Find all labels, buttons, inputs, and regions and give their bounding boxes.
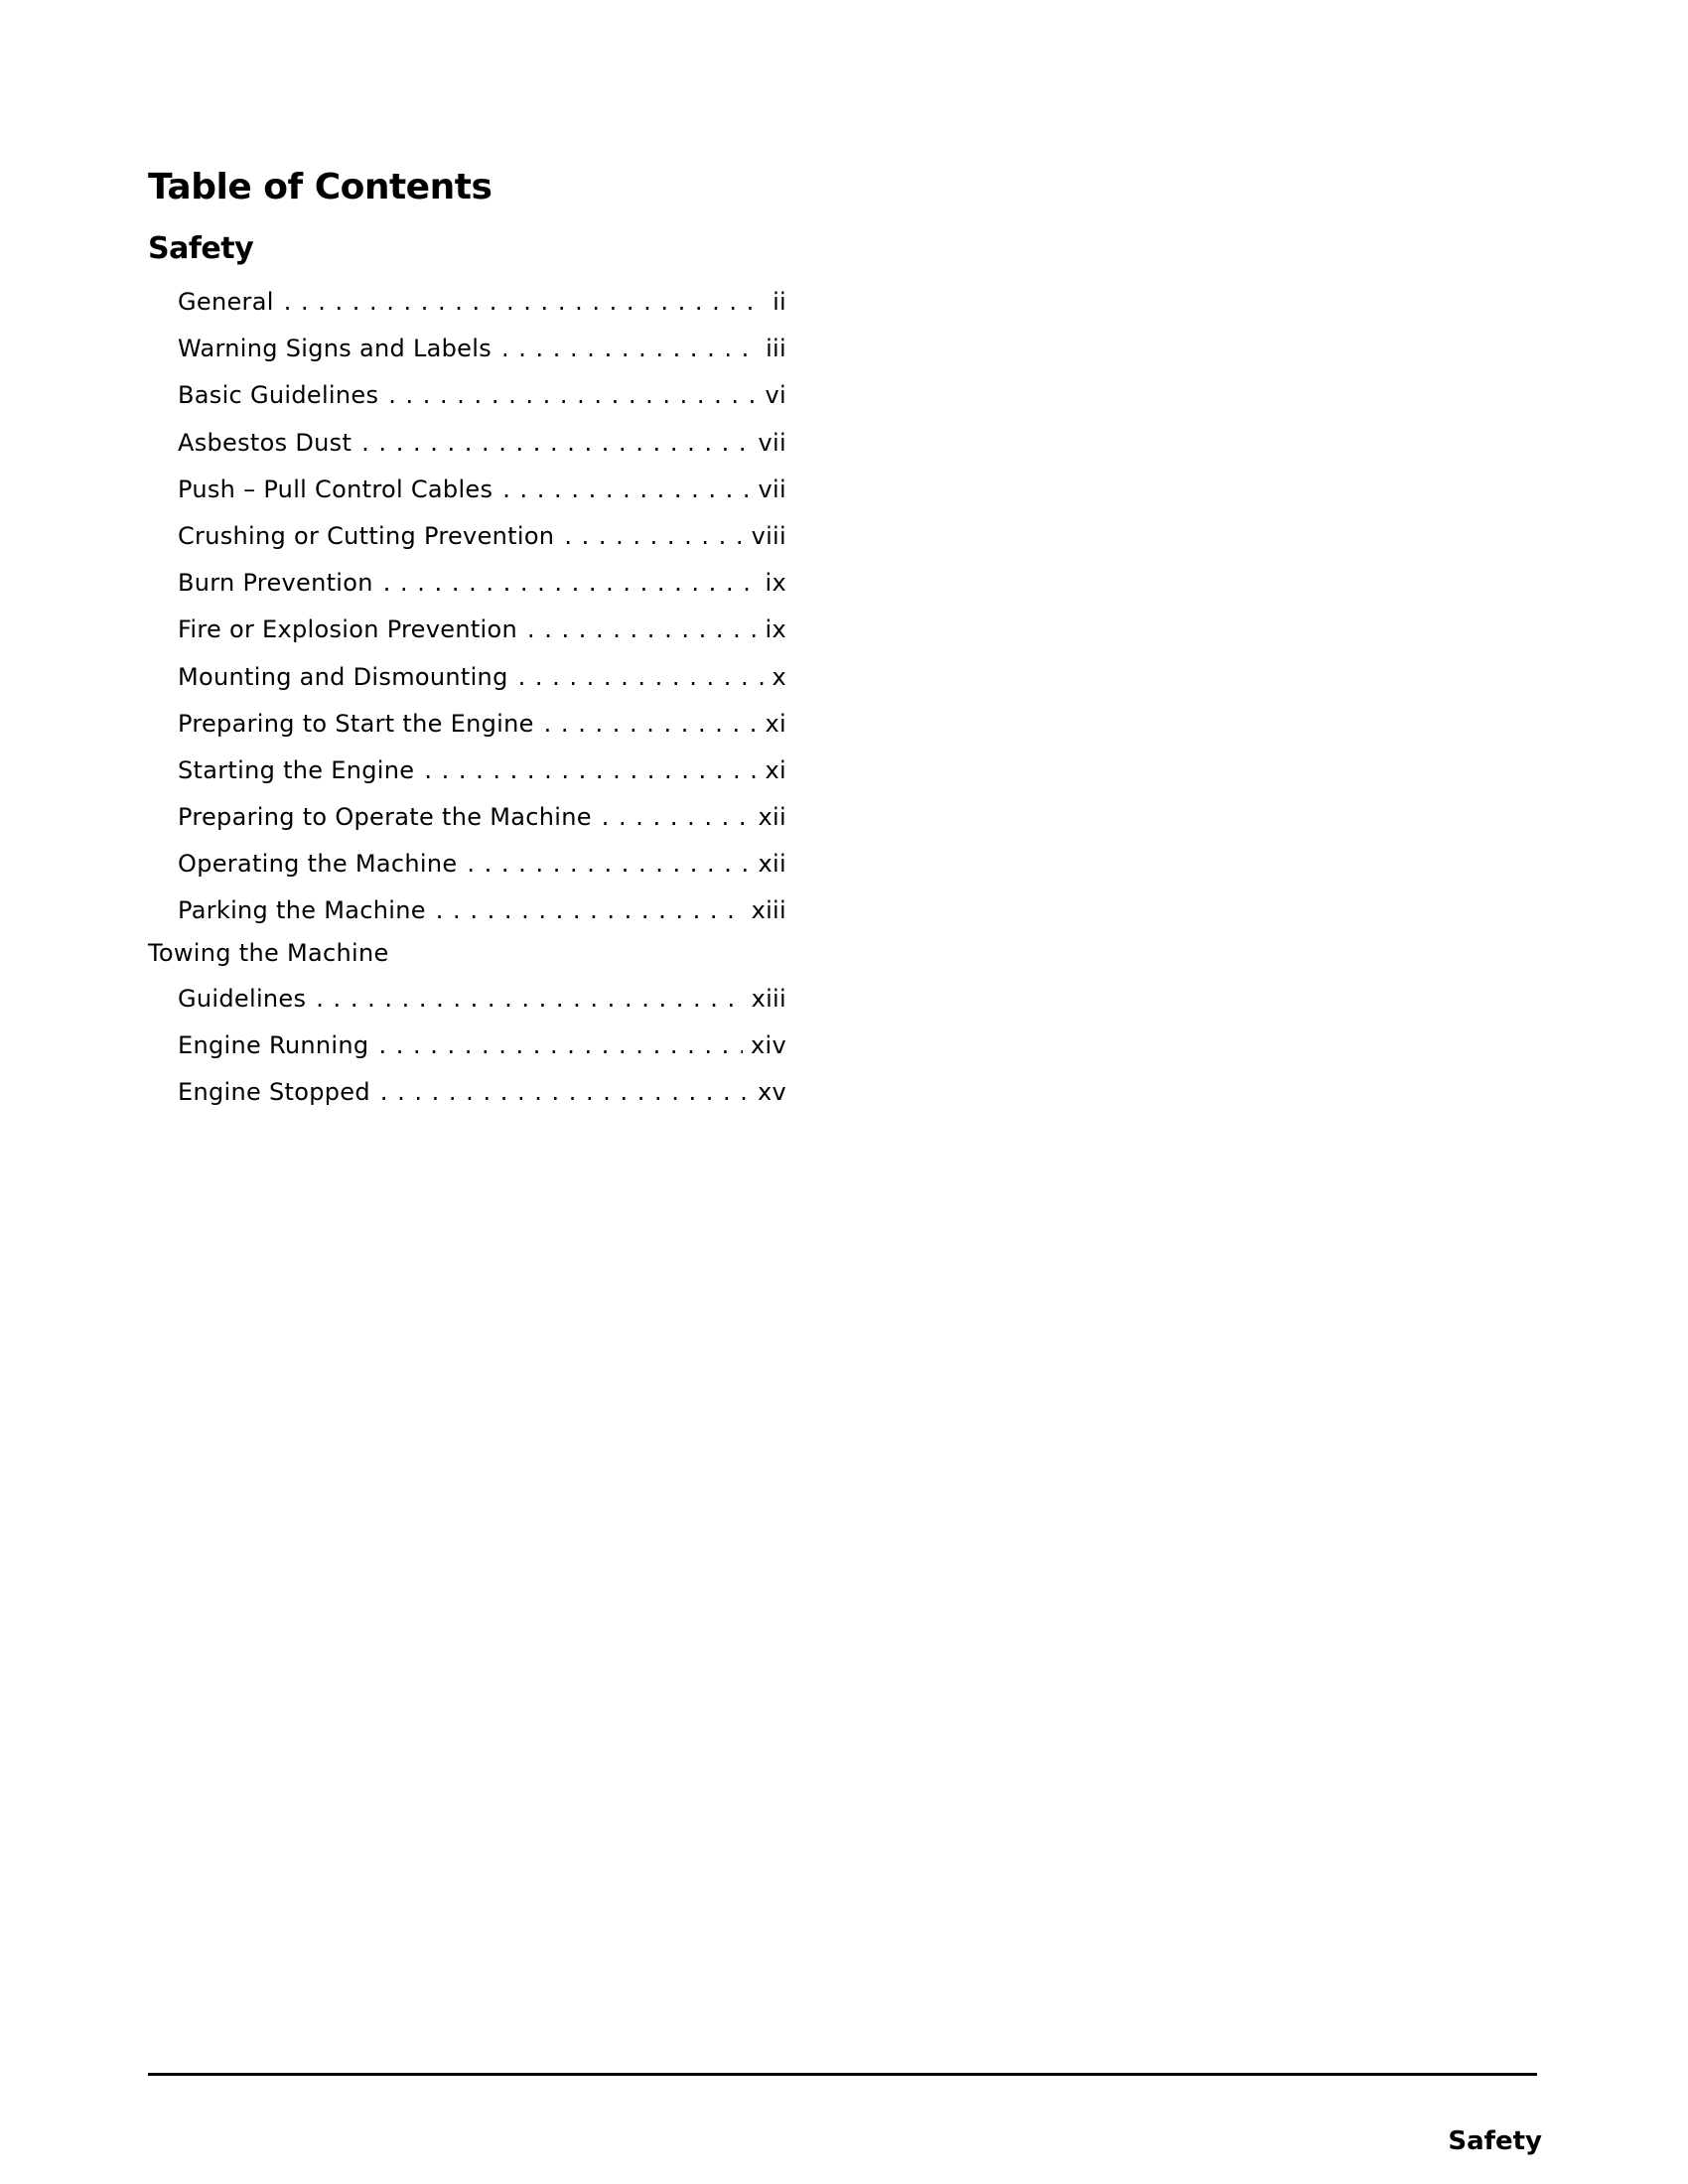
toc-entry[interactable]: Asbestos Dust vii	[178, 429, 786, 476]
toc-entry[interactable]: Guidelines xiii	[178, 985, 786, 1031]
toc-entry[interactable]: Engine Running xiv	[178, 1031, 786, 1078]
dot-leader	[527, 615, 758, 643]
toc-entry-page: iii	[766, 335, 786, 363]
toc-entry-page: xii	[758, 803, 786, 832]
toc-entry-page: xi	[765, 755, 786, 784]
toc-entry[interactable]: Preparing to Operate the Machine xii	[178, 803, 786, 850]
toc-entry-label: Burn Prevention	[178, 569, 373, 598]
dot-leader	[284, 288, 765, 316]
toc-entry-label: Warning Signs and Labels	[178, 335, 492, 363]
dot-leader	[501, 335, 758, 362]
dot-leader	[316, 985, 743, 1013]
toc-entry-label: Fire or Explosion Prevention	[178, 615, 517, 644]
page-title: Table of Contents	[148, 167, 492, 207]
dot-leader	[602, 803, 751, 831]
toc-entry-label: Asbestos Dust	[178, 428, 352, 457]
toc-entry-label: Parking the Machine	[178, 896, 426, 925]
toc-entry[interactable]: Starting the Engine xi	[178, 756, 786, 803]
dot-leader	[518, 663, 765, 691]
dot-leader	[564, 522, 743, 550]
toc-entry-page: ix	[765, 615, 786, 644]
dot-leader	[502, 476, 750, 503]
toc-entry[interactable]: Preparing to Start the Engine xi	[178, 710, 786, 756]
toc-entry-page: ii	[773, 288, 786, 316]
dot-leader	[383, 569, 758, 597]
toc-entry-page: xii	[758, 850, 786, 879]
toc-entry[interactable]: Operating the Machine xii	[178, 850, 786, 896]
toc-entry-label: Guidelines	[178, 985, 307, 1013]
toc-entry-page: vii	[758, 475, 786, 503]
dot-leader	[467, 850, 750, 878]
toc-entry[interactable]: Basic Guidelines vi	[178, 381, 786, 428]
dot-leader	[361, 429, 750, 457]
toc-entry-page: viii	[751, 521, 786, 550]
toc-entry[interactable]: Engine Stopped xv	[178, 1078, 786, 1125]
dot-leader	[388, 381, 757, 409]
toc-entry-label: Preparing to Start the Engine	[178, 709, 534, 738]
dot-leader	[424, 756, 757, 784]
dot-leader	[544, 710, 758, 738]
toc-entry[interactable]: Burn Prevention ix	[178, 569, 786, 615]
toc-entry[interactable]: Warning Signs and Labels iii	[178, 335, 786, 381]
dot-leader	[380, 1078, 750, 1106]
toc-heading-towing[interactable]: Towing the Machine	[148, 939, 389, 967]
toc-entry-page: xi	[765, 709, 786, 738]
toc-entry-label: General	[178, 288, 274, 316]
toc-list-towing: Guidelines xiii Engine Running xiv Engine St…	[178, 985, 786, 1126]
toc-entry-page: xv	[757, 1078, 786, 1107]
toc-entry-page: x	[772, 662, 786, 691]
section-heading-safety: Safety	[148, 231, 254, 266]
toc-entry-label: Engine Running	[178, 1031, 369, 1060]
toc-entry-page: vi	[765, 381, 786, 410]
toc-entry-label: Preparing to Operate the Machine	[178, 803, 592, 832]
toc-list-safety: General ii Warning Signs and Labels iii Basi…	[178, 288, 786, 944]
dot-leader	[436, 896, 744, 924]
footer-section-label: Safety	[1448, 2126, 1542, 2156]
toc-entry-label: Starting the Engine	[178, 755, 415, 784]
toc-entry-page: xiii	[751, 896, 786, 925]
toc-entry[interactable]: Parking the Machine xiii	[178, 896, 786, 943]
toc-entry-label: Crushing or Cutting Prevention	[178, 521, 555, 550]
toc-entry-label: Mounting and Dismounting	[178, 662, 508, 691]
footer-divider	[148, 2073, 1537, 2076]
toc-entry-label: Push – Pull Control Cables	[178, 475, 493, 503]
toc-entry[interactable]: General ii	[178, 288, 786, 335]
toc-entry-page: xiv	[751, 1031, 786, 1060]
toc-entry-label: Operating the Machine	[178, 850, 458, 879]
toc-entry-label: Basic Guidelines	[178, 381, 379, 410]
dot-leader	[378, 1031, 743, 1059]
toc-entry-label: Engine Stopped	[178, 1078, 370, 1107]
toc-entry[interactable]: Crushing or Cutting Prevention viii	[178, 522, 786, 569]
toc-entry[interactable]: Push – Pull Control Cables vii	[178, 476, 786, 522]
toc-entry-page: ix	[765, 569, 786, 598]
toc-entry-page: xiii	[751, 985, 786, 1013]
toc-entry[interactable]: Mounting and Dismounting x	[178, 663, 786, 710]
toc-entry[interactable]: Fire or Explosion Prevention ix	[178, 615, 786, 662]
toc-entry-page: vii	[758, 428, 786, 457]
